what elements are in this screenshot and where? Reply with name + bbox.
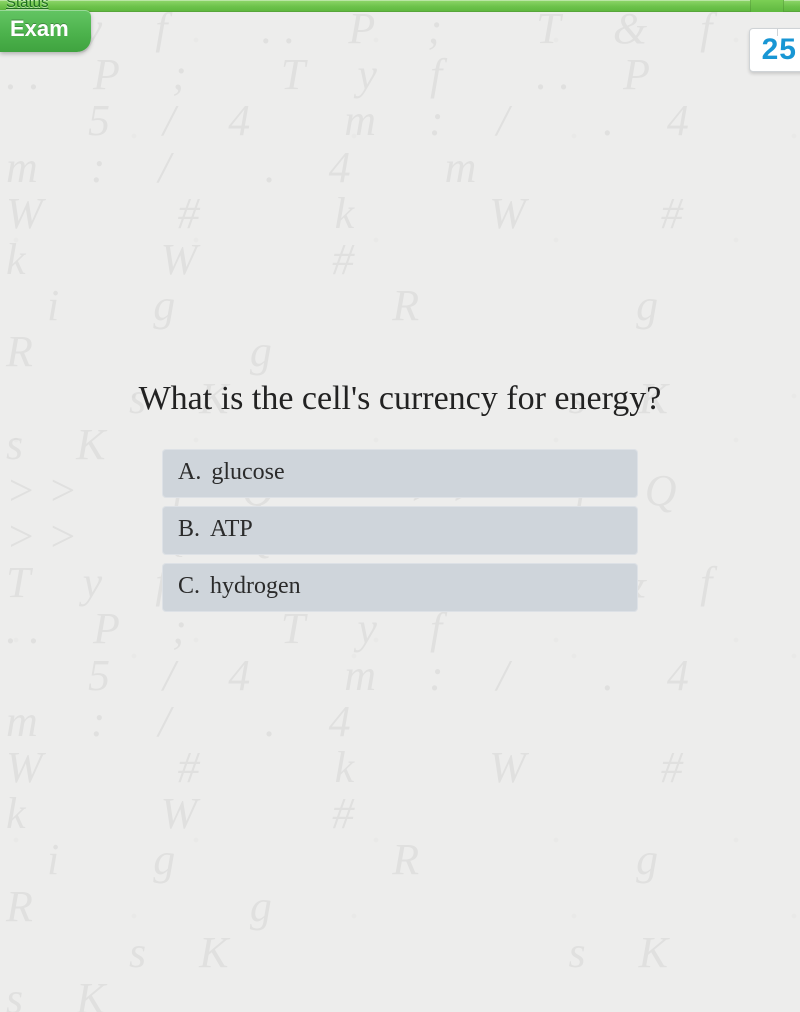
answer-letter: C. bbox=[178, 573, 200, 599]
answer-text: ATP bbox=[210, 516, 253, 542]
quiz-stage: What is the cell's currency for energy? … bbox=[0, 0, 800, 1012]
answer-option-a[interactable]: A. glucose bbox=[162, 449, 638, 498]
answer-text: hydrogen bbox=[210, 573, 301, 599]
timer-box: 25 bbox=[749, 28, 800, 72]
timer-value: 25 bbox=[762, 33, 797, 66]
answer-option-b[interactable]: B. ATP bbox=[162, 506, 638, 555]
question-text: What is the cell's currency for energy? bbox=[120, 378, 680, 421]
status-link[interactable]: Status bbox=[6, 0, 49, 11]
answer-option-c[interactable]: C. hydrogen bbox=[162, 563, 638, 612]
exam-tab[interactable]: Exam bbox=[0, 10, 91, 52]
answer-text: glucose bbox=[211, 459, 284, 485]
top-bar bbox=[0, 0, 800, 12]
answer-list: A. glucose B. ATP C. hydrogen bbox=[162, 449, 638, 612]
answer-letter: B. bbox=[178, 516, 200, 542]
top-bar-notch bbox=[750, 0, 784, 12]
answer-letter: A. bbox=[178, 459, 201, 485]
